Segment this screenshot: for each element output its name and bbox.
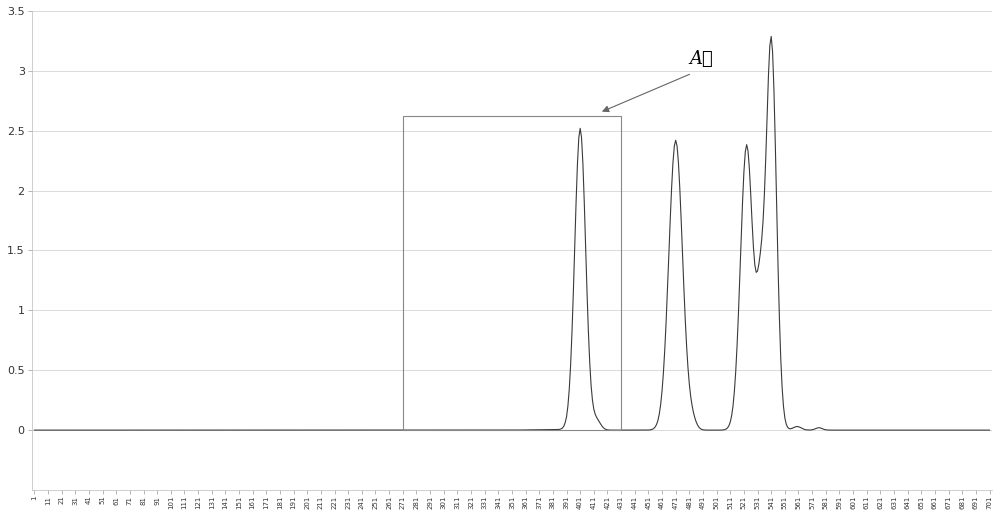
Bar xyxy=(403,116,621,430)
Text: A区: A区 xyxy=(690,50,713,68)
